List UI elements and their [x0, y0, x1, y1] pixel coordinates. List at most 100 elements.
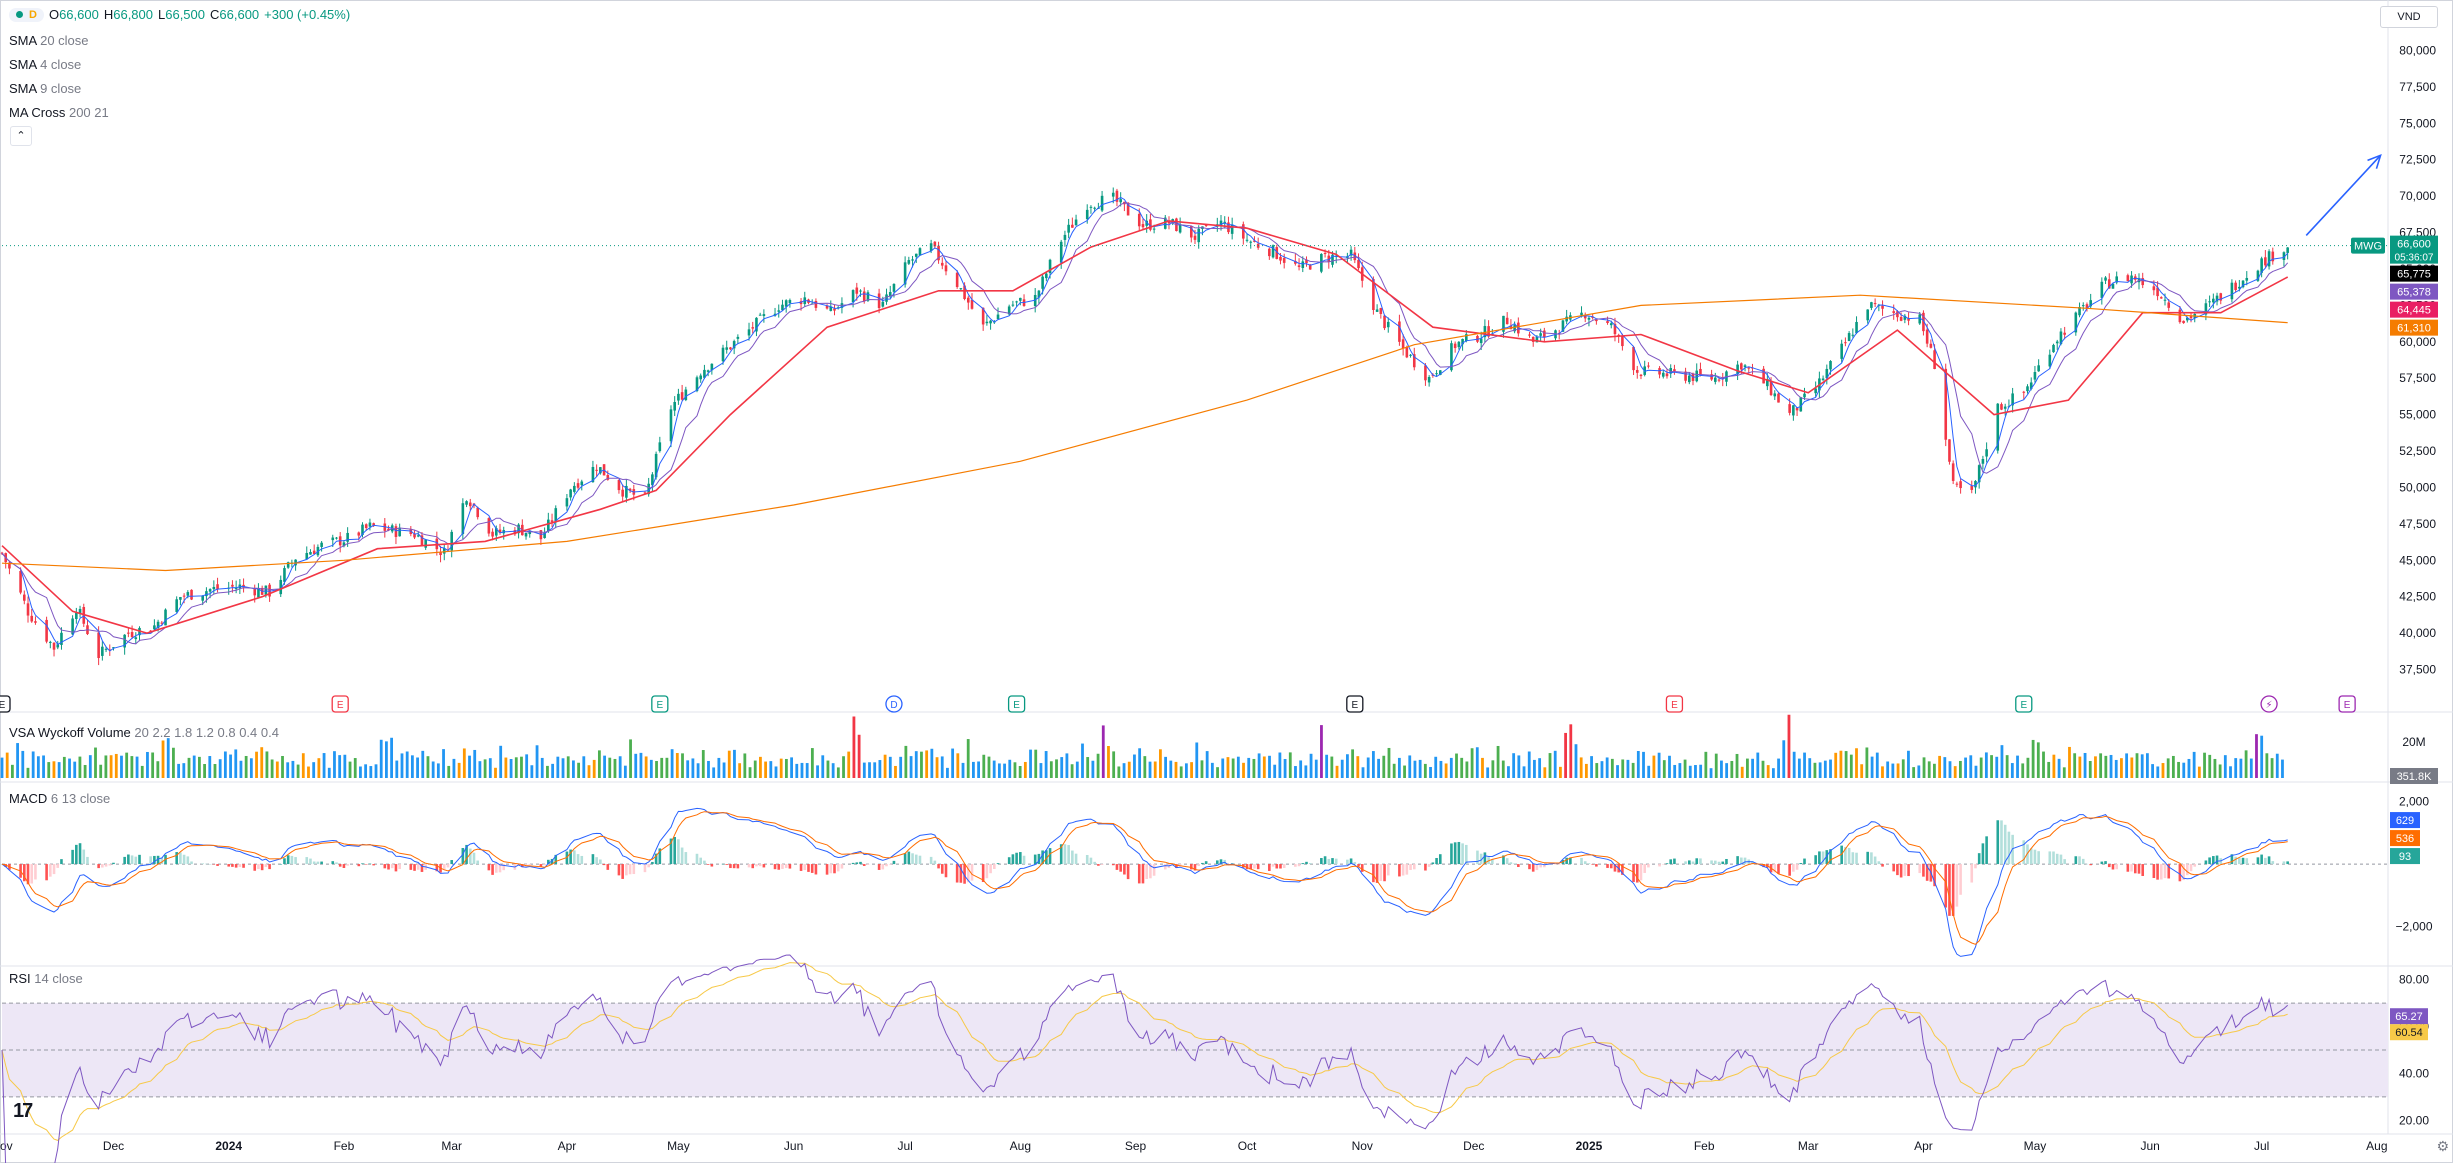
candle-body [1245, 239, 1249, 241]
macd-histogram-bar [933, 860, 937, 865]
event-marker[interactable] [2338, 695, 2356, 713]
macd-histogram-bar [521, 864, 524, 868]
macd-histogram-bar [1123, 864, 1126, 875]
candle-body [1048, 259, 1052, 274]
macd-histogram-bar [836, 864, 840, 872]
candle-body [881, 301, 885, 307]
candle-body [234, 587, 238, 590]
event-marker-label: D [890, 700, 897, 711]
candle-body [312, 550, 316, 554]
volume-bar [1049, 761, 1053, 778]
event-marker[interactable] [0, 695, 11, 713]
candle-body [1189, 226, 1193, 238]
legend-macd[interactable]: MACD 6 13 close [9, 791, 111, 806]
volume-bar [52, 761, 56, 778]
candle-body [1375, 309, 1379, 312]
rsi-line [1, 954, 2289, 1163]
event-marker[interactable] [651, 695, 669, 713]
event-marker[interactable] [1665, 695, 1684, 713]
candle-body [1115, 190, 1119, 202]
legend-volume[interactable]: VSA Wyckoff Volume 20 2.2 1.8 1.2 0.8 0.… [9, 725, 279, 740]
macd-histogram-bar [1435, 857, 1438, 865]
volume-bar [1039, 763, 1043, 778]
legend-ma-cross[interactable]: MA Cross 200 21 [9, 105, 109, 120]
volume-bar [2223, 755, 2227, 778]
volume-bar [410, 755, 414, 778]
candle-body [573, 485, 576, 492]
candle-body [130, 632, 134, 638]
macd-histogram-bar [1450, 843, 1453, 865]
macd-histogram-bar [1933, 864, 1936, 887]
volume-bar [701, 750, 705, 778]
candle-body [2111, 283, 2115, 289]
projection-arrow[interactable] [2305, 154, 2382, 236]
event-marker[interactable] [2015, 695, 2033, 713]
candle-body [309, 551, 312, 555]
sma20-line [1, 220, 2289, 635]
event-marker[interactable] [2260, 695, 2278, 713]
currency-selector[interactable]: VND [2380, 6, 2438, 28]
candle-body [1621, 336, 1624, 347]
macd-histogram-bar [97, 864, 100, 869]
time-tick-label: May [2024, 1139, 2047, 1153]
candle-body [2182, 320, 2185, 324]
event-marker[interactable] [1346, 695, 1364, 713]
volume-bar [1283, 759, 1287, 778]
volume-bar [99, 764, 103, 778]
candle-body [1665, 373, 1669, 377]
macd-histogram-bar [398, 864, 401, 870]
volume-bar [1834, 752, 1838, 778]
volume-bar [1875, 752, 1879, 778]
macd-histogram-bar [312, 861, 316, 865]
volume-bar [691, 758, 695, 778]
volume-bar [213, 764, 217, 778]
volume-bar [31, 751, 35, 778]
event-marker[interactable] [331, 695, 349, 713]
volume-bar [530, 765, 534, 778]
macd-histogram-bar [625, 864, 628, 876]
tradingview-logo[interactable]: 17 [13, 1100, 33, 1122]
volume-bar [1330, 756, 1334, 778]
volume-bar [582, 756, 586, 778]
legend-sma9[interactable]: SMA 9 close [9, 81, 82, 96]
candle-body [364, 524, 368, 529]
settings-gear-icon[interactable]: ⚙ [2436, 1138, 2449, 1154]
legend-sma20[interactable]: SMA 20 close [9, 33, 89, 48]
macd-histogram-bar [387, 864, 390, 870]
volume-bar [16, 743, 19, 778]
macd-histogram-bar [1918, 864, 1922, 874]
event-marker[interactable] [885, 695, 903, 713]
macd-histogram-bar [955, 864, 959, 883]
volume-bar [603, 755, 606, 778]
macd-histogram-bar [2159, 864, 2163, 880]
legend-rsi[interactable]: RSI 14 close [9, 971, 83, 986]
volume-bar [249, 758, 253, 778]
candle-body [1401, 339, 1405, 349]
candle-body [286, 562, 290, 568]
volume-bar [842, 756, 845, 778]
candle-body [361, 524, 364, 535]
legend-sma4[interactable]: SMA 4 close [9, 57, 82, 72]
volume-bar [1008, 759, 1012, 778]
macd-histogram-bar [468, 848, 472, 865]
volume-bar [972, 761, 975, 778]
macd-histogram-bar [1684, 861, 1687, 865]
collapse-legend-button[interactable]: ⌃ [10, 126, 32, 146]
event-marker[interactable] [1007, 695, 1026, 713]
macd-histogram-bar [1268, 864, 1271, 871]
macd-histogram-bar [732, 864, 736, 869]
volume-bar [452, 758, 456, 778]
volume-bar [333, 751, 336, 778]
volume-bar [987, 756, 991, 778]
volume-bar [520, 756, 523, 778]
macd-histogram-bar [1346, 859, 1349, 865]
volume-bar [727, 750, 731, 778]
macd-line [1, 807, 2288, 957]
volume-bar [359, 766, 362, 778]
candle-body [651, 474, 654, 486]
macd-histogram-bar [1398, 864, 1401, 877]
candle-body [1253, 240, 1256, 242]
symbol-pill[interactable]: D [9, 7, 44, 22]
volume-bar [2062, 767, 2066, 778]
